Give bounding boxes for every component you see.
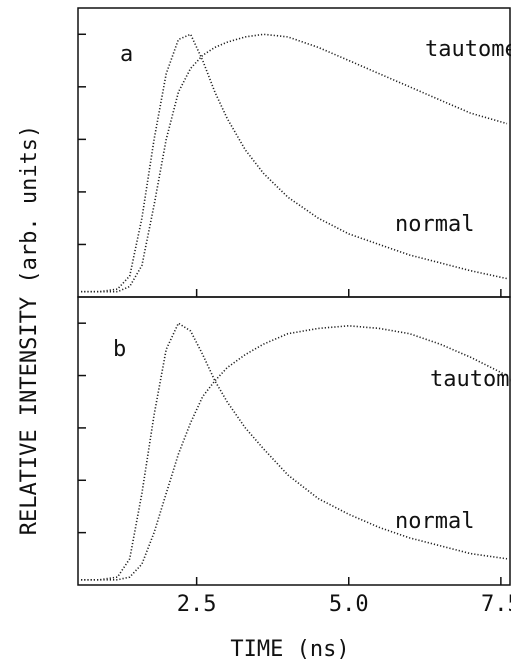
series-label: normal: [395, 509, 474, 534]
x-tick-label: 2.5: [177, 592, 217, 617]
data-line: [81, 324, 508, 581]
y-axis-label: RELATIVE INTENSITY (arb. units): [17, 125, 42, 536]
data-line: [81, 322, 508, 581]
data-line: [81, 33, 508, 293]
series-label: normal: [395, 212, 474, 237]
panel-label: b: [113, 337, 126, 362]
data-line: [81, 33, 508, 293]
x-tick-label: 5.0: [329, 592, 369, 617]
panel-frame: [77, 296, 511, 586]
series-label: tautomer: [430, 367, 511, 392]
x-axis-label: TIME (ns): [230, 637, 349, 662]
x-tick-label: 7.5: [481, 592, 511, 617]
series-label: tautomer: [425, 37, 511, 62]
panel-label: a: [120, 42, 133, 67]
